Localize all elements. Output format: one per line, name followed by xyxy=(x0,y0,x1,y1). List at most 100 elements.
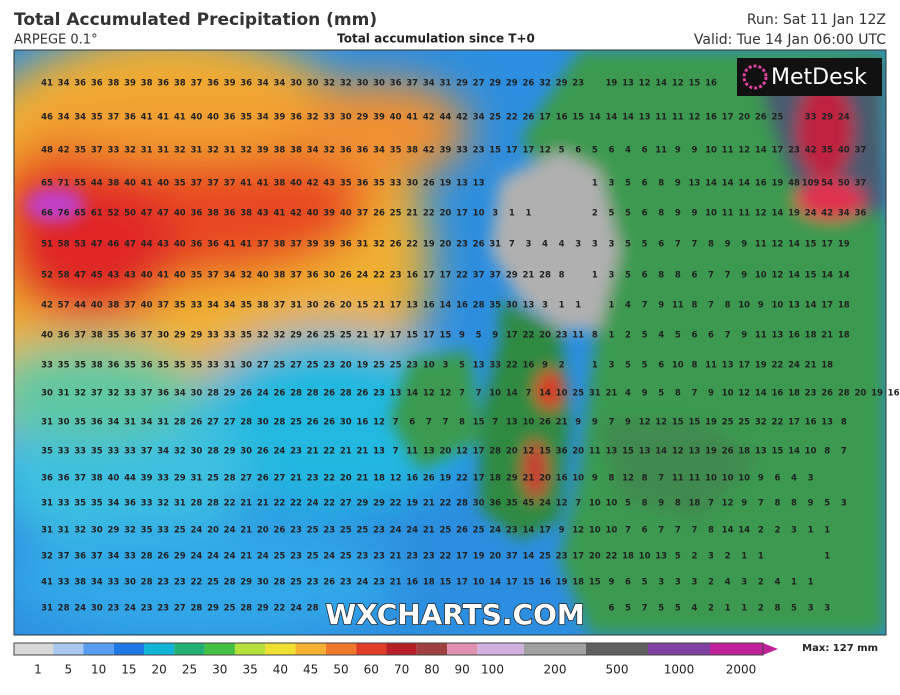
grid-value: 17 xyxy=(423,331,435,341)
grid-value: 32 xyxy=(539,79,551,89)
value-grid: 41 34 36 36 38 39 38 36 38 37 36 39 36 34 34 30 30 32 32 30… xyxy=(41,79,900,614)
grid-value: 14 xyxy=(439,301,451,311)
grid-value: 17 xyxy=(456,578,468,588)
grid-value: 20 xyxy=(340,301,352,311)
grid-value: 15 xyxy=(356,301,368,311)
grid-value: 34 xyxy=(373,146,385,156)
grid-value: 28 xyxy=(273,418,285,428)
grid-value: 48 xyxy=(41,146,53,156)
grid-value: 38 xyxy=(91,474,103,484)
grid-value: 32 xyxy=(74,389,86,399)
grid-value: 14 xyxy=(522,552,534,562)
grid-value: 28 xyxy=(174,418,186,428)
grid-value: 23 xyxy=(157,604,169,614)
grid-value: 20 xyxy=(506,447,518,457)
grid-value: 23 xyxy=(805,389,817,399)
grid-value: 7 xyxy=(725,271,731,281)
grid-value: 36 xyxy=(556,447,568,457)
grid-value: 24 xyxy=(356,578,368,588)
grid-value: 35 xyxy=(174,301,186,311)
grid-value: 28 xyxy=(456,499,468,509)
grid-value: 2 xyxy=(559,361,565,371)
model: ARPEGE 0.1° xyxy=(14,33,98,48)
colorbar-tick-label: 90 xyxy=(455,663,470,677)
grid-value: 22 xyxy=(323,447,335,457)
grid-value: 2 xyxy=(625,331,631,341)
grid-value: 37 xyxy=(141,389,153,399)
grid-value: 29 xyxy=(506,474,518,484)
grid-value: 25 xyxy=(340,526,352,536)
grid-value: 30 xyxy=(240,447,252,457)
colorbar-tick-label: 45 xyxy=(303,663,318,677)
grid-value: 17 xyxy=(771,146,783,156)
grid-value: 3 xyxy=(741,578,747,588)
grid-value: 21 xyxy=(605,389,617,399)
grid-value: 16 xyxy=(556,474,568,484)
grid-value: 23 xyxy=(373,526,385,536)
grid-value: 25 xyxy=(290,578,302,588)
max-label: Max: 127 mm xyxy=(802,643,878,654)
grid-value: 25 xyxy=(207,578,219,588)
grid-value: 10 xyxy=(705,209,717,219)
grid-value: 13 xyxy=(373,447,385,457)
grid-value: 5 xyxy=(658,389,664,399)
grid-value: 11 xyxy=(672,113,684,123)
grid-value: 8 xyxy=(642,474,648,484)
grid-value: 6 xyxy=(642,146,648,156)
grid-value: 8 xyxy=(642,499,648,509)
grid-value: 42 xyxy=(307,179,319,189)
grid-value: 12 xyxy=(373,418,385,428)
grid-value: 27 xyxy=(174,604,186,614)
grid-value: 38 xyxy=(406,146,418,156)
grid-value: 33 xyxy=(224,331,236,341)
grid-value: 31 xyxy=(41,604,53,614)
grid-value: 58 xyxy=(58,240,70,250)
grid-value: 46 xyxy=(41,113,53,123)
grid-value: 40 xyxy=(157,179,169,189)
grid-value: 13 xyxy=(473,361,485,371)
grid-value: 28 xyxy=(190,499,202,509)
grid-value: 9 xyxy=(741,331,747,341)
grid-value: 33 xyxy=(124,552,136,562)
grid-value: 25 xyxy=(273,361,285,371)
grid-value: 3 xyxy=(841,499,847,509)
grid-value: 40 xyxy=(174,240,186,250)
grid-value: 36 xyxy=(124,499,136,509)
grid-value: 10 xyxy=(522,418,534,428)
colorbar-segment xyxy=(586,643,648,655)
grid-value: 30 xyxy=(157,331,169,341)
grid-value: 21 xyxy=(290,474,302,484)
grid-value: 33 xyxy=(41,361,53,371)
grid-value: 35 xyxy=(74,146,86,156)
grid-value: 40 xyxy=(141,301,153,311)
grid-value: 10 xyxy=(705,146,717,156)
grid-value: 33 xyxy=(58,447,70,457)
grid-value: 18 xyxy=(688,499,700,509)
grid-value: 15 xyxy=(589,578,601,588)
grid-value: 13 xyxy=(639,113,651,123)
grid-value: 17 xyxy=(722,113,734,123)
grid-value: 21 xyxy=(390,552,402,562)
grid-value: 8 xyxy=(691,301,697,311)
grid-value: 52 xyxy=(41,271,53,281)
grid-value: 34 xyxy=(74,113,86,123)
grid-value: 36 xyxy=(224,209,236,219)
colorbar-tick-label: 40 xyxy=(273,663,288,677)
grid-value: 21 xyxy=(373,301,385,311)
grid-value: 23 xyxy=(406,361,418,371)
grid-value: 21 xyxy=(821,331,833,341)
grid-value: 8 xyxy=(608,474,614,484)
grid-value: 46 xyxy=(107,240,119,250)
grid-value: 41 xyxy=(273,209,285,219)
grid-value: 37 xyxy=(74,474,86,484)
grid-value: 41 xyxy=(174,113,186,123)
grid-value: 10 xyxy=(473,578,485,588)
grid-value: 22 xyxy=(390,499,402,509)
subtitle: Total accumulation since T+0 xyxy=(337,32,535,46)
grid-value: 35 xyxy=(373,179,385,189)
grid-value: 36 xyxy=(157,389,169,399)
grid-value: 26 xyxy=(323,578,335,588)
grid-value: 34 xyxy=(58,79,70,89)
grid-value: 3 xyxy=(708,552,714,562)
grid-value: 24 xyxy=(290,604,302,614)
